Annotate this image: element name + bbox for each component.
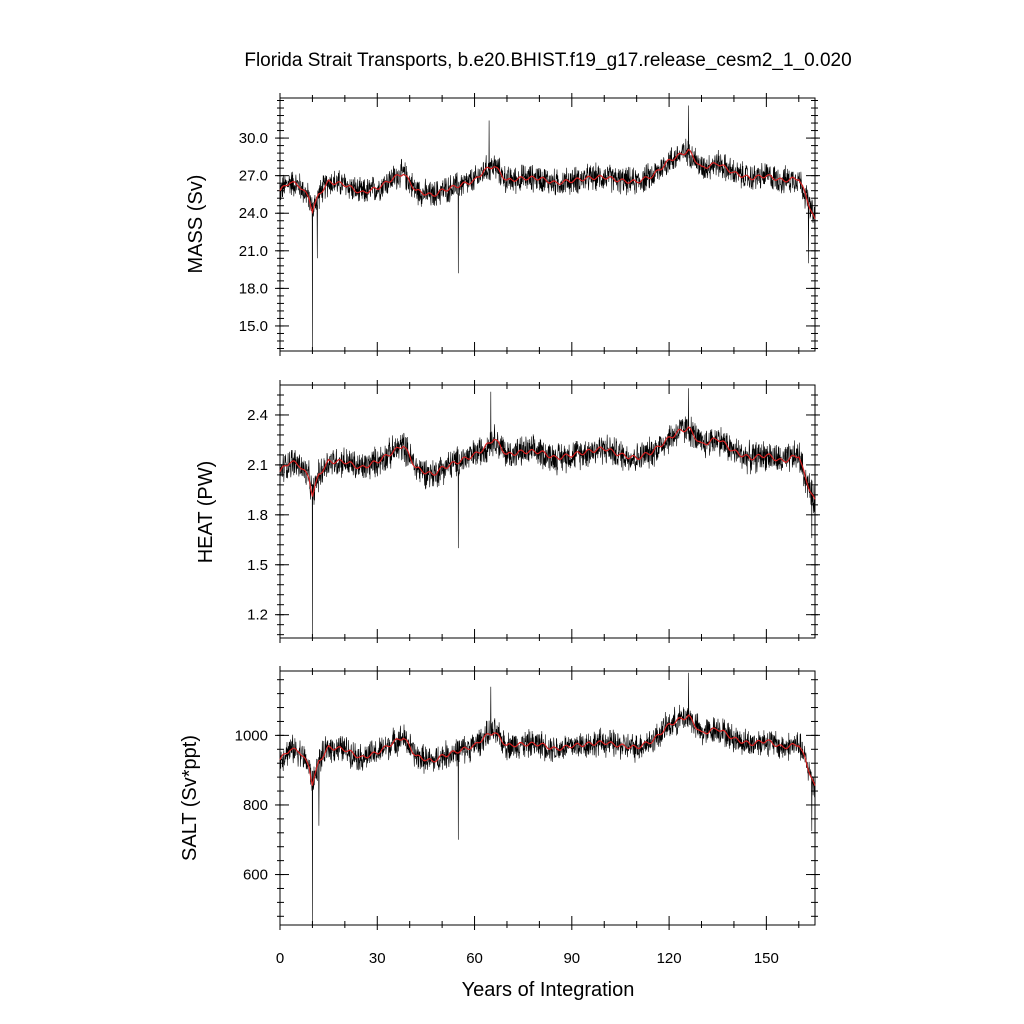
y-tick-label: 2.4 [247, 407, 268, 424]
x-ticks-mass [279, 93, 800, 356]
y-ticks-heat: 1.2 1.5 1.8 2.1 2.4 [247, 394, 820, 636]
plot-frame-salt [279, 670, 816, 926]
y-tick-label: 15.0 [239, 318, 268, 335]
y-tick-label: 1.2 [247, 607, 268, 624]
x-tick-label: 0 [276, 950, 284, 967]
x-ticks-heat [279, 380, 800, 643]
x-tick-labels: 0 30 60 90 120 150 [276, 950, 779, 967]
x-tick-label: 120 [657, 950, 682, 967]
y-ticks-mass: 15.0 18.0 21.0 24.0 27.0 30.0 [239, 100, 820, 349]
y-axis-label-salt: SALT (Sv*ppt) [179, 735, 201, 861]
y-tick-label: 800 [243, 797, 268, 814]
series-smoothed-mass [279, 148, 816, 220]
y-axis-label-heat: HEAT (PW) [195, 461, 217, 564]
chart-title: Florida Strait Transports, b.e20.BHIST.f… [244, 50, 851, 71]
series-monthly-mass [279, 105, 816, 352]
series-monthly-salt [279, 672, 816, 926]
x-tick-label: 150 [754, 950, 779, 967]
x-axis-label: Years of Integration [462, 979, 635, 1001]
panel-heat: 1.2 1.5 1.8 2.1 2.4 HEAT (PW) [195, 380, 820, 643]
y-tick-label: 2.1 [247, 457, 268, 474]
series-smoothed-heat [279, 426, 816, 500]
y-tick-label: 21.0 [239, 243, 268, 260]
x-tick-label: 30 [369, 950, 386, 967]
y-tick-label: 1000 [235, 727, 268, 744]
x-ticks-salt [279, 666, 800, 930]
x-tick-label: 90 [563, 950, 580, 967]
y-axis-label-mass: MASS (Sv) [185, 175, 207, 274]
plot-frame-mass [279, 97, 816, 352]
y-tick-label: 30.0 [239, 130, 268, 147]
panel-salt: 600 800 1000 SALT (Sv*ppt) [179, 666, 820, 930]
y-tick-label: 1.5 [247, 557, 268, 574]
panel-mass: 15.0 18.0 21.0 24.0 27.0 30.0 MASS (Sv) [185, 93, 820, 356]
y-ticks-salt: 600 800 1000 [235, 679, 820, 917]
series-monthly-heat [279, 388, 816, 639]
y-tick-label: 27.0 [239, 168, 268, 185]
y-tick-label: 600 [243, 867, 268, 884]
series-smoothed-salt [279, 714, 816, 786]
y-tick-label: 24.0 [239, 205, 268, 222]
x-tick-label: 60 [466, 950, 483, 967]
plot-frame-heat [279, 384, 816, 639]
y-tick-label: 1.8 [247, 507, 268, 524]
y-tick-label: 18.0 [239, 280, 268, 297]
